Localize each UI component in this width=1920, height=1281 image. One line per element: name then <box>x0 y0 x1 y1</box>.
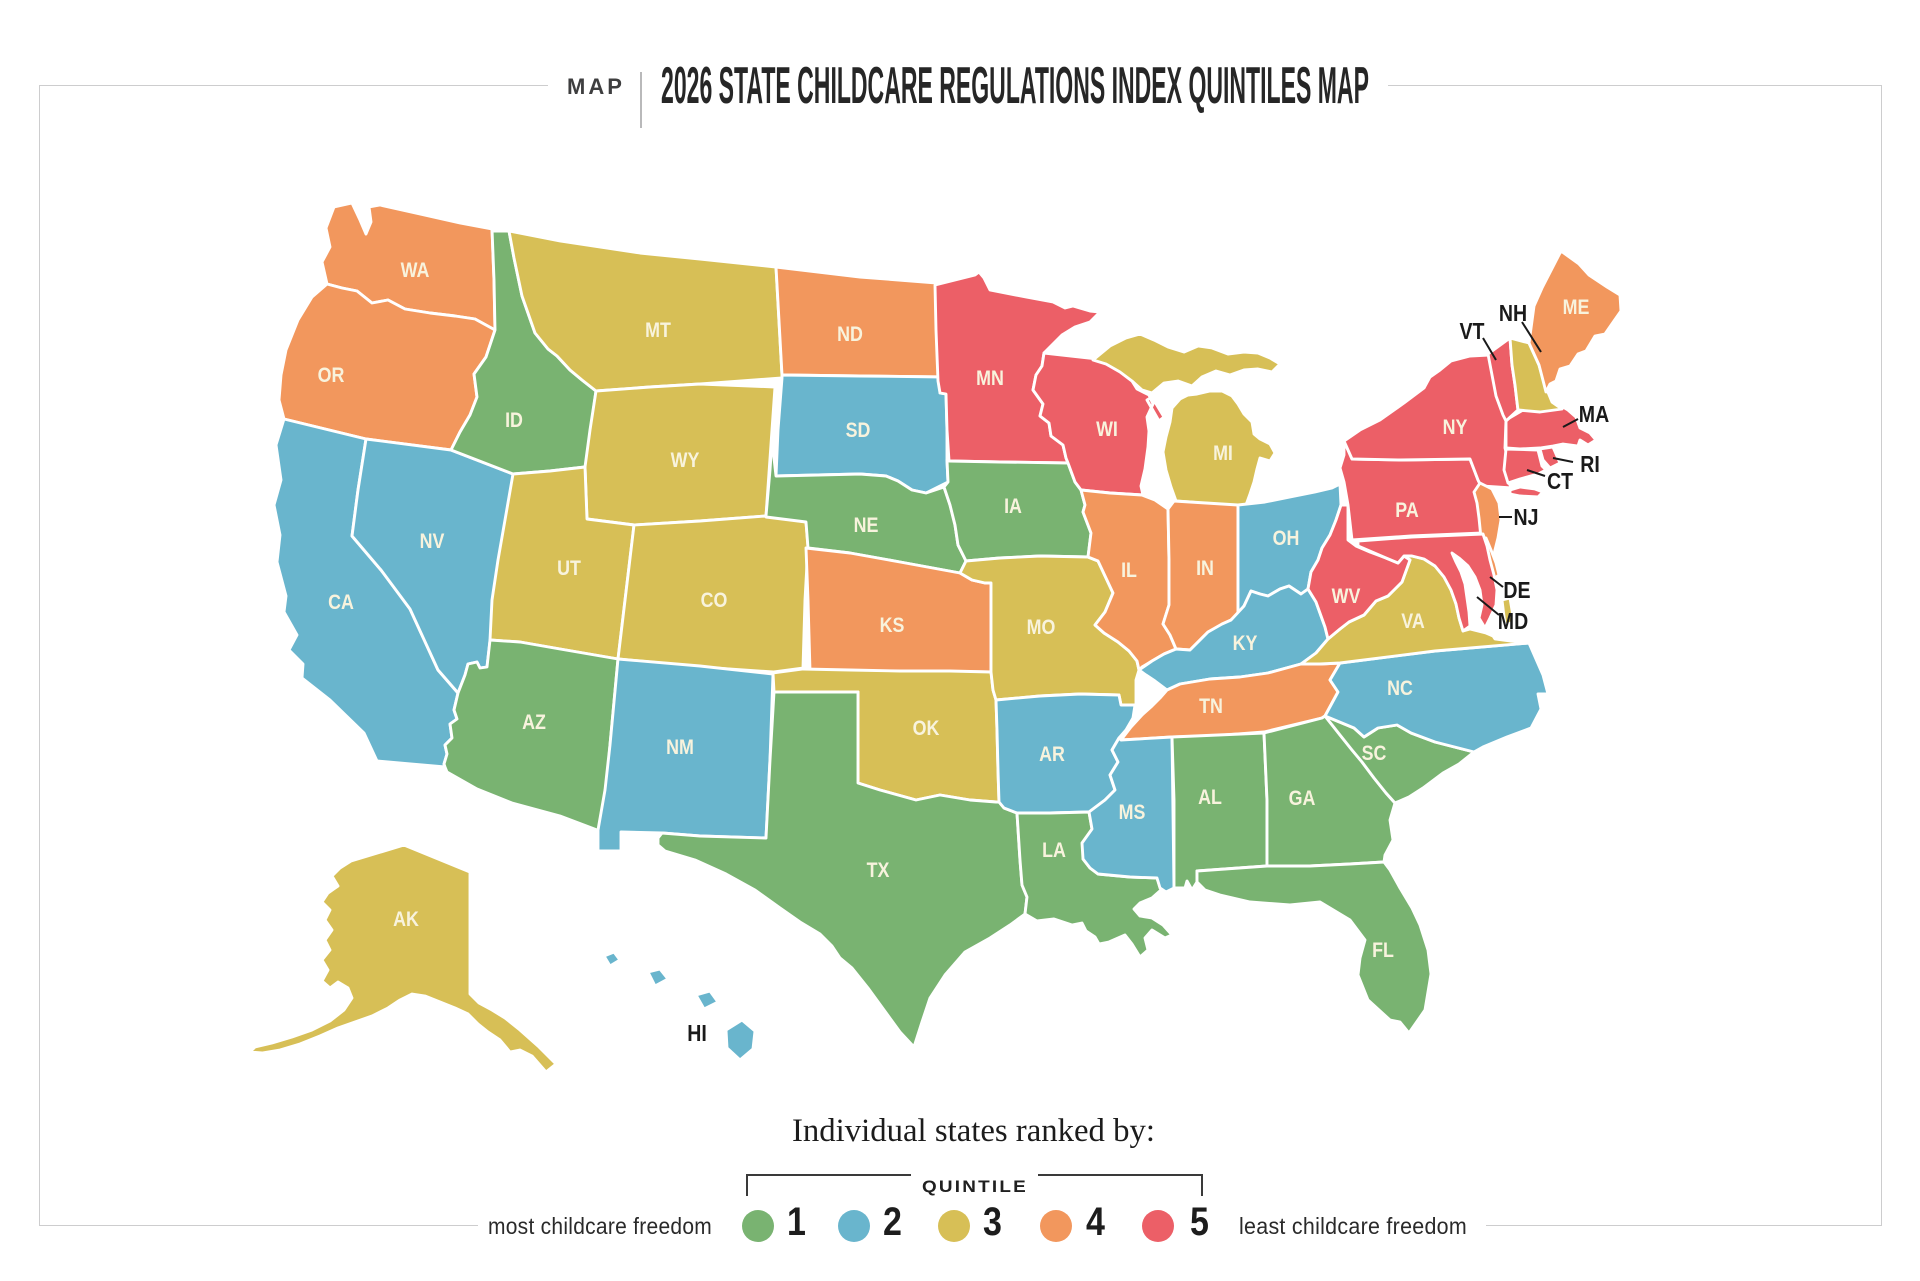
svg-text:NM: NM <box>666 736 694 760</box>
svg-text:NJ: NJ <box>1514 505 1539 531</box>
svg-text:UT: UT <box>557 557 581 581</box>
svg-text:IA: IA <box>1004 495 1022 519</box>
svg-text:MD: MD <box>1498 609 1528 635</box>
svg-text:MS: MS <box>1119 801 1146 825</box>
svg-text:WV: WV <box>1332 585 1361 609</box>
svg-text:KS: KS <box>880 614 905 638</box>
svg-text:GA: GA <box>1289 787 1316 811</box>
svg-text:MA: MA <box>1579 402 1609 428</box>
svg-text:VT: VT <box>1460 319 1485 345</box>
svg-text:CO: CO <box>701 589 728 613</box>
svg-text:LA: LA <box>1042 839 1066 863</box>
svg-text:PA: PA <box>1395 499 1418 523</box>
svg-text:WY: WY <box>671 449 700 473</box>
svg-text:NV: NV <box>420 530 445 554</box>
svg-text:ND: ND <box>837 323 863 347</box>
svg-text:HI: HI <box>687 1021 707 1047</box>
svg-text:TX: TX <box>867 859 890 883</box>
svg-text:AZ: AZ <box>522 711 546 735</box>
svg-text:TN: TN <box>1199 695 1223 719</box>
svg-text:NC: NC <box>1387 677 1413 701</box>
svg-text:DE: DE <box>1503 578 1530 604</box>
svg-text:CA: CA <box>328 591 354 615</box>
svg-text:MI: MI <box>1213 442 1233 466</box>
svg-text:RI: RI <box>1580 452 1600 478</box>
svg-text:MN: MN <box>976 367 1004 391</box>
svg-text:OH: OH <box>1273 527 1300 551</box>
svg-text:CT: CT <box>1547 469 1573 495</box>
svg-text:ID: ID <box>505 409 523 433</box>
svg-text:SC: SC <box>1362 742 1387 766</box>
svg-text:WA: WA <box>401 259 430 283</box>
svg-text:ME: ME <box>1563 296 1590 320</box>
svg-text:FL: FL <box>1372 939 1394 963</box>
svg-text:KY: KY <box>1233 632 1258 656</box>
svg-text:MO: MO <box>1027 616 1056 640</box>
svg-text:AR: AR <box>1039 743 1065 767</box>
svg-text:IL: IL <box>1121 559 1137 583</box>
svg-text:IN: IN <box>1196 557 1214 581</box>
svg-text:VA: VA <box>1401 610 1424 634</box>
svg-text:NY: NY <box>1443 416 1468 440</box>
svg-text:AL: AL <box>1198 786 1222 810</box>
svg-text:OR: OR <box>318 364 345 388</box>
svg-text:WI: WI <box>1096 418 1118 442</box>
svg-text:AK: AK <box>393 908 419 932</box>
svg-text:NE: NE <box>854 514 879 538</box>
svg-text:SD: SD <box>846 419 871 443</box>
svg-text:OK: OK <box>913 717 940 741</box>
svg-text:MT: MT <box>645 319 671 343</box>
